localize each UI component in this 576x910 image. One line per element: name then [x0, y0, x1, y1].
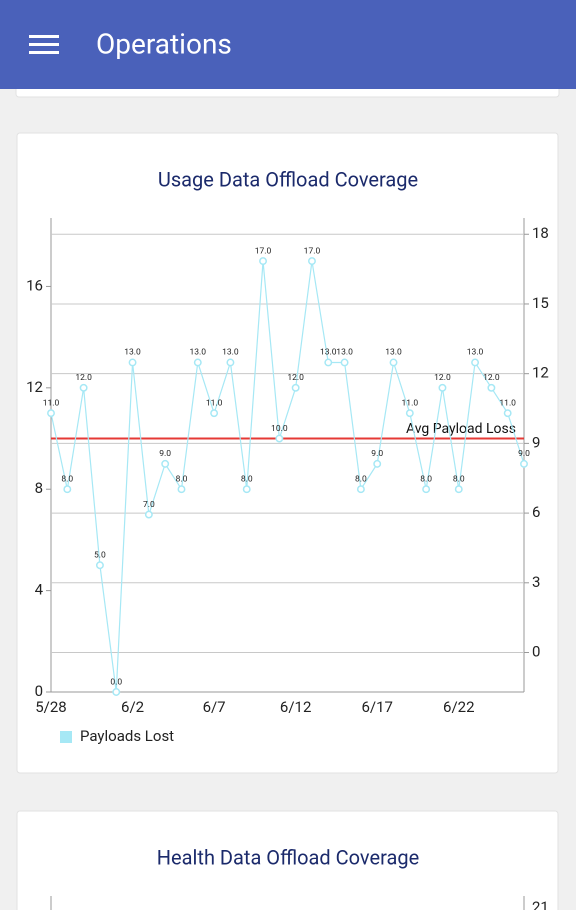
x-tick-label: 6/12: [280, 698, 311, 716]
data-point: [95, 561, 104, 570]
data-point: [291, 383, 300, 392]
menu-icon-bar: [29, 35, 59, 38]
app-bar: [0, 0, 576, 89]
x-tick-label: 6/22: [443, 698, 474, 716]
data-point: [47, 409, 55, 418]
chart-title: Health Data Offload Coverage: [157, 845, 419, 869]
data-point: [210, 409, 219, 418]
data-label: 12.0: [75, 373, 92, 383]
menu-button[interactable]: [29, 35, 59, 54]
data-label: 11.0: [43, 398, 60, 408]
data-label: 13.0: [190, 348, 207, 358]
data-label: 17.0: [304, 246, 321, 256]
data-label: 12.0: [287, 373, 304, 383]
card: [16, 132, 559, 774]
data-point: [454, 485, 463, 494]
data-label: 8.0: [453, 474, 465, 484]
data-point: [340, 358, 349, 367]
y2-tick-label: 0: [532, 642, 540, 660]
data-label: 11.0: [499, 398, 516, 408]
data-point: [389, 358, 398, 367]
y2-tick-label: 18: [532, 224, 549, 242]
data-point: [520, 459, 528, 468]
data-label: 0.0: [110, 677, 122, 687]
card: [16, 810, 559, 910]
data-label: 8.0: [241, 474, 253, 484]
data-point: [356, 485, 365, 494]
y2-tick-label: 9: [532, 433, 540, 451]
data-label: 8.0: [176, 474, 188, 484]
menu-icon-bar: [29, 51, 59, 54]
data-label: 8.0: [61, 474, 73, 484]
data-label: 5.0: [94, 551, 106, 561]
data-label: 11.0: [402, 398, 419, 408]
data-point: [471, 358, 480, 367]
y-tick-label: 0: [35, 682, 43, 700]
data-point: [144, 510, 153, 519]
y-tick-label: 8: [35, 479, 43, 497]
y-tick-label: 4: [35, 581, 44, 599]
data-label: 7.0: [143, 500, 155, 510]
x-tick-label: 6/7: [203, 698, 226, 716]
data-label: 13.0: [385, 348, 402, 358]
data-label: 9.0: [371, 449, 383, 459]
x-tick-label: 6/17: [361, 698, 392, 716]
data-label: 13.0: [222, 348, 239, 358]
data-point: [259, 257, 267, 266]
data-point: [79, 383, 88, 392]
data-point: [503, 409, 512, 418]
data-label: 13.0: [124, 348, 141, 358]
data-point: [193, 358, 202, 367]
y-tick-label: 16: [26, 276, 43, 294]
x-tick-label: 6/2: [121, 698, 144, 716]
y2-tick-label: 6: [532, 503, 540, 521]
reference-label: Avg Payload Loss: [406, 421, 516, 437]
data-point: [373, 459, 382, 468]
data-point: [128, 358, 137, 367]
data-point: [308, 257, 316, 266]
legend-swatch: [60, 731, 72, 743]
y2-tick-label: 12: [532, 364, 549, 382]
y2-tick-label: 15: [532, 294, 549, 312]
data-label: 12.0: [434, 373, 451, 383]
data-point: [422, 485, 431, 494]
data-label: 8.0: [355, 474, 367, 484]
data-point: [405, 409, 414, 418]
data-point: [161, 459, 170, 468]
y2-tick-label: 21: [532, 898, 549, 910]
data-point: [112, 688, 121, 696]
data-label: 11.0: [206, 398, 223, 408]
data-point: [487, 383, 496, 392]
data-point: [324, 358, 333, 367]
chart-title: Usage Data Offload Coverage: [158, 167, 418, 191]
data-label: 13.0: [467, 348, 484, 358]
data-label: 17.0: [255, 246, 272, 256]
app-title: Operations: [96, 27, 232, 60]
data-point: [275, 434, 284, 443]
data-label: 10.0: [271, 424, 288, 434]
series-line: [50, 260, 525, 693]
data-point: [438, 383, 447, 392]
data-label: 8.0: [420, 474, 432, 484]
data-label: 9.0: [518, 449, 530, 459]
data-point: [177, 485, 186, 494]
x-tick-label: 5/28: [35, 698, 66, 716]
data-label: 13.0: [336, 348, 353, 358]
data-point: [242, 485, 251, 494]
data-label: 12.0: [483, 373, 500, 383]
y-tick-label: 12: [26, 378, 43, 396]
data-label: 13.0: [320, 348, 337, 358]
menu-icon-bar: [29, 43, 59, 46]
legend-label: Payloads Lost: [80, 727, 174, 745]
data-label: 9.0: [159, 449, 171, 459]
data-point: [226, 358, 235, 367]
y2-tick-label: 3: [532, 573, 540, 591]
data-point: [63, 485, 72, 494]
